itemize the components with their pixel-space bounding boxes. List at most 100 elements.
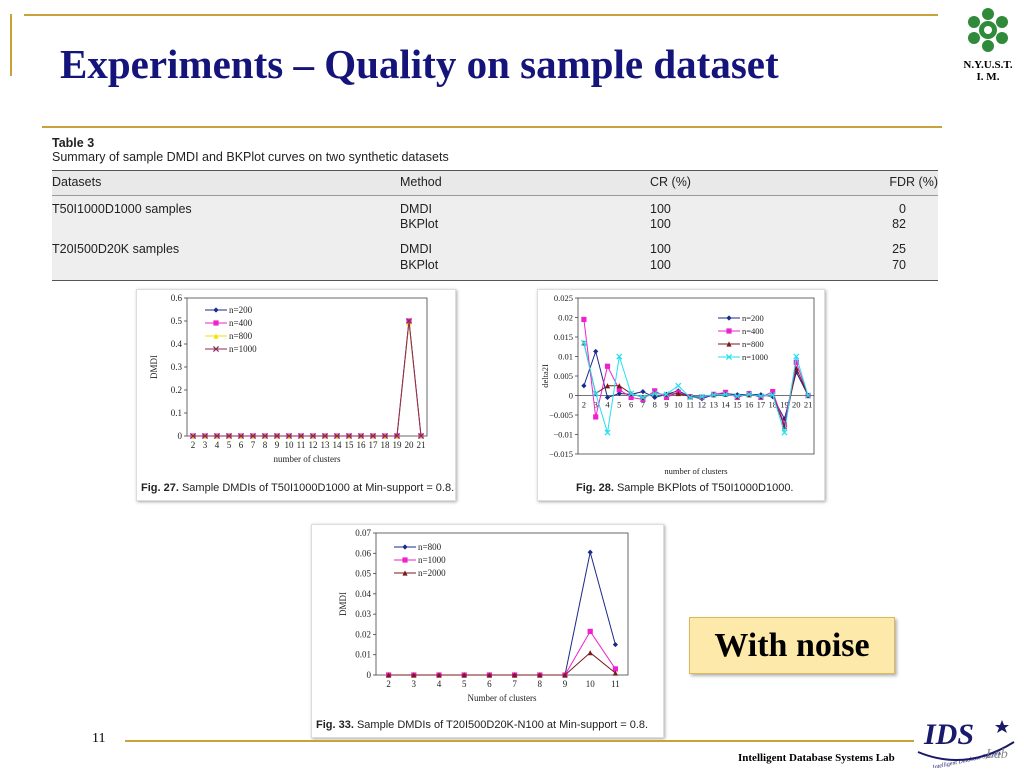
series-line [193, 320, 422, 437]
data-point [393, 432, 401, 440]
data-point [285, 432, 293, 440]
legend-marker [213, 333, 219, 339]
x-tick-label: 14 [333, 440, 343, 450]
ids-logo-sub: Lab [985, 747, 1008, 762]
data-point [604, 383, 611, 389]
data-point [616, 387, 622, 393]
x-tick-label: 3 [594, 400, 598, 410]
data-point [381, 432, 389, 440]
data-point [580, 339, 587, 346]
data-point [604, 363, 611, 369]
data-point [593, 348, 599, 355]
y-tick-label: 0.01 [558, 352, 573, 362]
data-point [628, 390, 635, 397]
series-n=1000 [189, 317, 425, 440]
x-tick-label: 2 [191, 440, 196, 450]
data-point [616, 383, 622, 389]
data-point [640, 389, 646, 395]
y-tick-label: −0.005 [549, 410, 573, 420]
figure-28-panel: −0.015 −0.01 −0.005 0 0.005 0.01 0.015 0.02 0.02… [537, 289, 825, 501]
legend-marker [725, 353, 733, 361]
logo-text-line2: I. M. [976, 71, 1000, 83]
plot-area [577, 297, 815, 455]
x-tick-label: 7 [512, 679, 517, 689]
data-point [604, 394, 611, 401]
fig28-chart: −0.015 −0.01 −0.005 0 0.005 0.01 0.015 0.02 0.02… [540, 293, 815, 476]
legend-label: n=2000 [418, 568, 446, 578]
x-tick-label: 10 [674, 400, 683, 410]
data-point [651, 390, 658, 397]
series-line [583, 342, 809, 433]
data-point [225, 432, 233, 440]
y-tick-label: 0.05 [355, 569, 371, 579]
data-point [687, 394, 694, 401]
data-point [512, 672, 518, 678]
legend-marker [402, 570, 408, 576]
series-n=200 [581, 348, 811, 422]
series-n=800 [581, 340, 811, 430]
x-tick-label: 2 [582, 400, 586, 410]
x-axis-label: number of clusters [664, 466, 727, 475]
x-tick-label: 7 [641, 400, 645, 410]
legend-item: n=800 [718, 339, 764, 349]
legend-label: n=800 [742, 339, 764, 349]
x-tick-label: 8 [653, 400, 657, 410]
data-point [592, 390, 599, 397]
table-body: T50I1000D1000 samples DMDI BKPlot 100 10… [52, 196, 938, 281]
y-axis-label: delta2I [540, 364, 550, 388]
x-tick-label: 6 [487, 679, 492, 689]
legend-label: n=200 [229, 305, 253, 315]
data-point [587, 650, 593, 656]
left-accent-line [10, 14, 12, 76]
summary-table: Table 3 Summary of sample DMDI and BKPlo… [52, 136, 938, 281]
y-tick-label: 0 [569, 391, 573, 401]
y-tick-label: 0.3 [171, 362, 183, 372]
with-noise-callout: With noise [689, 617, 895, 674]
x-tick-label: 4 [605, 400, 610, 410]
page-number: 11 [92, 731, 106, 746]
snowflake-logo-icon [968, 8, 1008, 52]
fig33-label: Fig. 33. [316, 719, 354, 731]
fig33-chart: 0 0.01 0.02 0.03 0.04 0.05 0.06 0.07 2 3 4 5 6 7 8 9 10 1… [338, 528, 629, 703]
x-tick-label: 11 [297, 440, 306, 450]
table-caption: Table 3 [52, 136, 95, 150]
y-tick-label: 0.06 [355, 548, 371, 558]
x-tick-label: 15 [345, 440, 355, 450]
y-tick-label: 0.4 [171, 339, 183, 349]
legend-label: n=400 [742, 326, 764, 336]
table-cell-method: BKPlot [400, 258, 439, 272]
y-tick-label: 0.005 [554, 371, 573, 381]
fig28-label: Fig. 28. [576, 482, 614, 494]
y-tick-label: 0.6 [171, 293, 183, 303]
fig27-caption: Sample DMDIs of T50I1000D1000 at Min-sup… [181, 482, 455, 494]
y-tick-label: 0.025 [554, 293, 573, 303]
series-n=2000 [386, 650, 618, 678]
data-point [652, 388, 658, 394]
data-point [436, 672, 442, 678]
x-tick-label: 13 [709, 400, 718, 410]
x-tick-label: 5 [617, 400, 621, 410]
data-point [587, 549, 593, 555]
legend-label: n=1000 [742, 352, 768, 362]
legend-marker [212, 345, 220, 353]
series-line [388, 652, 616, 676]
x-tick-label: 12 [698, 400, 707, 410]
data-point [417, 432, 425, 440]
header-cr: CR (%) [650, 175, 691, 189]
series-n=400 [581, 316, 811, 428]
table-cell-method: BKPlot [400, 217, 439, 231]
fig33-caption: Sample DMDIs of T20I500D20K-N100 at Min-… [356, 719, 649, 731]
data-point [562, 672, 568, 678]
top-accent-line [24, 14, 938, 16]
footer-separator [125, 740, 914, 742]
data-point [698, 393, 705, 400]
ids-lab-logo: IDS Lab Intelligent Database Systems [910, 712, 1022, 771]
x-tick-label: 21 [804, 400, 813, 410]
y-tick-label: 0.01 [355, 650, 371, 660]
x-tick-label: 3 [412, 679, 417, 689]
y-tick-label: 0.1 [171, 408, 182, 418]
data-point [612, 641, 618, 648]
legend-label: n=200 [742, 313, 764, 323]
x-tick-label: 20 [792, 400, 801, 410]
data-point [793, 359, 799, 365]
